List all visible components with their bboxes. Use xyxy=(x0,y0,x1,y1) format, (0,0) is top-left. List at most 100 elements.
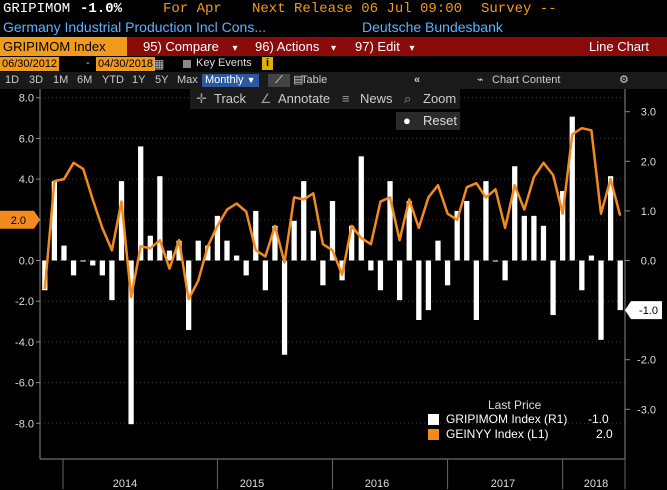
bar xyxy=(512,166,518,261)
table-icon[interactable]: ▤ xyxy=(293,74,304,86)
bar xyxy=(310,230,316,261)
bar xyxy=(253,210,259,261)
range-button-3d[interactable]: 3D xyxy=(29,74,44,86)
legend-item: GEINYY Index (L1) 2.0 xyxy=(428,427,618,442)
legend-title: Last Price xyxy=(488,398,542,412)
chart-area: 8.0 6.0 4.0 2.0 0.0 -2.0 -4.0 -6.0 -8.0 3.0 2.0 1.… xyxy=(0,89,662,490)
range-button-max[interactable]: Max xyxy=(177,74,198,86)
annotate-button[interactable]: Annotate xyxy=(278,91,331,106)
function-toolbar: GRIPIMOM Index 95) Compare ▾ 96) Actions… xyxy=(0,37,667,56)
bar xyxy=(473,260,479,321)
left-axis-tick-label: 4.0 xyxy=(19,174,34,186)
bar xyxy=(579,260,585,291)
line-chart-icon[interactable]: ⟋ xyxy=(268,74,290,87)
info-icon[interactable]: i xyxy=(262,57,273,70)
compare-button[interactable]: 95) Compare ▾ xyxy=(143,37,238,56)
chart-content-button[interactable]: Chart Content xyxy=(492,74,561,86)
security-header-row: GRIPIMOM -1.0% For Apr Next Release 06 J… xyxy=(0,0,667,19)
bar xyxy=(560,191,566,261)
range-button-6m[interactable]: 6M xyxy=(77,74,93,86)
x-axis: 2014 2015 2016 2017 2018 xyxy=(62,459,626,490)
bar xyxy=(598,260,604,340)
date-range-row: 06/30/2012 - 04/30/2018 ▦ Key Events i xyxy=(0,56,667,72)
end-date-field[interactable]: 04/30/2018 xyxy=(96,57,156,71)
legend-item: GRIPIMOM Index (R1) -1.0 xyxy=(428,412,618,427)
bar xyxy=(502,260,508,281)
chart-type-label[interactable]: Line Chart xyxy=(589,39,649,54)
zoom-button[interactable]: Zoom xyxy=(423,91,457,106)
news-icon[interactable]: ≡ xyxy=(342,91,350,106)
bar xyxy=(416,260,422,321)
actions-label: 96) Actions xyxy=(255,39,320,54)
bar xyxy=(176,240,182,261)
bar xyxy=(454,210,460,261)
bar xyxy=(425,260,432,311)
bar xyxy=(214,215,221,261)
right-last-value-label: -1.0 xyxy=(639,305,658,317)
right-axis-tick-label: -2.0 xyxy=(637,355,656,367)
compare-label: 95) Compare xyxy=(143,39,219,54)
range-button-1y[interactable]: 1Y xyxy=(132,74,146,86)
bar xyxy=(617,260,623,311)
ticker-field[interactable]: GRIPIMOM Index xyxy=(0,37,127,56)
start-date-field[interactable]: 06/30/2012 xyxy=(0,57,60,71)
left-axis-tick-label: -2.0 xyxy=(15,296,34,308)
key-events-checkbox[interactable] xyxy=(183,60,191,68)
edit-button[interactable]: 97) Edit ▾ xyxy=(355,37,414,56)
calendar-icon[interactable]: ▦ xyxy=(153,57,165,71)
reset-button[interactable]: ● Reset xyxy=(396,112,460,130)
left-axis-tick-label: -8.0 xyxy=(15,418,34,430)
range-button-5y[interactable]: 5Y xyxy=(155,74,169,86)
left-last-value-tag xyxy=(0,210,40,229)
bar xyxy=(272,225,278,261)
track-button[interactable]: Track xyxy=(214,91,247,106)
date-separator: - xyxy=(86,57,90,69)
right-axis-tick-label: -3.0 xyxy=(637,404,656,416)
chart-legend: Last Price GRIPIMOM Index (R1) -1.0 GEIN… xyxy=(428,398,618,442)
range-bar: 1D 3D 1M 6M YTD 1Y 5Y Max Monthly ▼ ⟋ ▤ … xyxy=(0,72,667,89)
bar xyxy=(396,260,403,301)
x-axis-label: 2016 xyxy=(365,478,389,490)
bar xyxy=(329,200,336,261)
bar xyxy=(464,200,470,261)
crosshair-icon[interactable]: ✛ xyxy=(196,91,207,106)
bar xyxy=(483,181,489,261)
line-series xyxy=(43,126,622,301)
bar xyxy=(262,260,269,291)
right-axis-tick-label: 2.0 xyxy=(641,156,656,168)
reset-icon: ● xyxy=(403,113,411,128)
bar xyxy=(205,245,211,261)
range-button-1m[interactable]: 1M xyxy=(53,74,69,86)
chevron-down-icon: ▾ xyxy=(232,43,238,54)
pencil-icon[interactable]: ∠ xyxy=(260,91,272,106)
left-axis-tick-label: -4.0 xyxy=(15,337,34,349)
range-button-1d[interactable]: 1D xyxy=(5,74,20,86)
key-events-label: Key Events xyxy=(196,57,252,69)
bar xyxy=(128,260,134,425)
bar xyxy=(90,260,96,266)
magnifier-icon[interactable]: ⌕ xyxy=(404,91,412,106)
news-button[interactable]: News xyxy=(360,91,393,106)
header-survey: Survey -- xyxy=(481,1,557,17)
chevron-down-icon: ▾ xyxy=(330,43,336,54)
right-axis-tick-label: 1.0 xyxy=(641,206,656,218)
bar xyxy=(377,260,384,291)
bar xyxy=(51,181,58,261)
bar xyxy=(243,260,249,276)
bar xyxy=(138,146,144,261)
collapse-icon[interactable]: « xyxy=(414,74,421,86)
x-axis-label: 2017 xyxy=(491,478,515,490)
x-axis-label: 2018 xyxy=(584,478,608,490)
header-ticker: GRIPIMOM xyxy=(3,1,71,17)
frequency-dropdown[interactable]: Monthly ▼ xyxy=(202,74,259,87)
table-button[interactable]: Table xyxy=(301,74,328,86)
legend-value: -1.0 xyxy=(588,412,609,426)
right-axis: 3.0 2.0 1.0 0.0 -1.0 -2.0 -3.0 xyxy=(625,107,656,416)
bar xyxy=(291,220,297,261)
header-next-release: Next Release 06 Jul 09:00 xyxy=(252,1,463,17)
actions-button[interactable]: 96) Actions ▾ xyxy=(255,37,336,56)
legend-value: 2.0 xyxy=(596,427,613,441)
gear-icon[interactable]: ⚙ xyxy=(619,74,629,86)
right-axis-tick-label: 3.0 xyxy=(641,107,656,119)
range-button-ytd[interactable]: YTD xyxy=(102,74,124,86)
